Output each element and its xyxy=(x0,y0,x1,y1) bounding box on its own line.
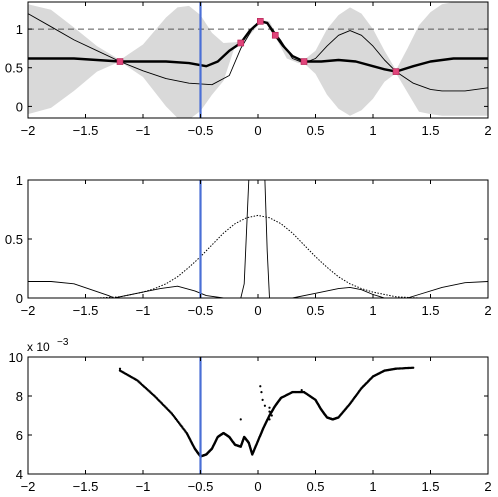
x-tick-label: −1 xyxy=(136,479,151,494)
observation-marker xyxy=(271,31,279,39)
observation-marker xyxy=(237,39,245,47)
y-tick-label: 10 xyxy=(9,350,23,365)
y-tick-label: 1 xyxy=(16,22,23,37)
x-tick-label: 1 xyxy=(369,303,376,318)
panel-top: −2 −1.5 −1 −0.5 0 0.5 1 1.5 2 0 0.5 1 xyxy=(5,1,492,138)
x-tick-label: −0.5 xyxy=(188,123,214,138)
x-tick-label: −0.5 xyxy=(188,303,214,318)
outlier-point xyxy=(261,398,264,401)
sparse-point xyxy=(300,389,303,392)
y-tick-label: 6 xyxy=(16,428,23,443)
x-tick-label: 2 xyxy=(484,123,491,138)
plot-area xyxy=(118,357,415,474)
observation-marker xyxy=(300,58,308,65)
scale-label: x 10 xyxy=(27,340,50,354)
sparse-point xyxy=(394,367,398,370)
y-tick-label: 0 xyxy=(16,291,23,306)
x-tick-label: −2 xyxy=(21,479,36,494)
x-tick-label: 2 xyxy=(484,303,491,318)
x-tick-label: 0.5 xyxy=(306,303,324,318)
outlier-point xyxy=(239,418,242,421)
x-tick-label: 1.5 xyxy=(421,479,439,494)
x-tick-label: 0 xyxy=(254,479,261,494)
x-tick-label: −1 xyxy=(136,303,151,318)
y-tick-label: 0 xyxy=(16,99,23,114)
y-tick-label: 8 xyxy=(16,389,23,404)
axes-box xyxy=(27,356,489,475)
x-tick-label: 1 xyxy=(369,479,376,494)
x-tick-label: 0.5 xyxy=(306,123,324,138)
plot-area xyxy=(28,180,488,298)
x-tick-label: 0.5 xyxy=(306,479,324,494)
outlier-point xyxy=(260,391,263,394)
observation-marker xyxy=(392,68,400,75)
y-tick-label: 4 xyxy=(16,467,23,482)
x-tick-label: 1 xyxy=(369,123,376,138)
series-line-1 xyxy=(28,180,488,298)
outlier-point xyxy=(268,418,271,421)
x-tick-label: 2 xyxy=(484,479,491,494)
outlier-point xyxy=(268,406,271,409)
outlier-point xyxy=(259,385,262,388)
sparse-point xyxy=(118,367,122,370)
sparse-point xyxy=(412,366,415,369)
y-tick-label: 1 xyxy=(16,173,23,188)
x-tick-label: 0 xyxy=(254,303,261,318)
series-line-0 xyxy=(28,214,488,298)
outlier-point xyxy=(270,414,273,417)
series-line-0 xyxy=(28,20,488,73)
outlier-point xyxy=(268,410,271,413)
outlier-point xyxy=(263,404,266,407)
observation-marker xyxy=(116,58,124,65)
x-tick-label: −1.5 xyxy=(73,303,99,318)
x-tick-label: −1 xyxy=(136,123,151,138)
observation-marker xyxy=(256,18,264,25)
x-tick-label: 1.5 xyxy=(421,303,439,318)
x-tick-label: −1.5 xyxy=(73,479,99,494)
x-tick-label: 0 xyxy=(254,123,261,138)
axes-box xyxy=(27,179,489,299)
scale-exponent: −3 xyxy=(57,337,69,348)
x-tick-label: 1.5 xyxy=(421,123,439,138)
x-tick-label: −1.5 xyxy=(73,123,99,138)
x-tick-label: −0.5 xyxy=(188,479,214,494)
panel-middle: −2 −1.5 −1 −0.5 0 0.5 1 1.5 2 0 0.5 1 xyxy=(5,173,492,318)
y-tick-label: 0.5 xyxy=(5,61,23,76)
x-tick-label: −2 xyxy=(21,303,36,318)
confidence-band xyxy=(28,2,488,118)
x-tick-label: −2 xyxy=(21,123,36,138)
panel-bottom: −2 −1.5 −1 −0.5 0 0.5 1 1.5 2 4 6 8 10 x 10 −3 xyxy=(9,337,492,494)
y-tick-label: 0.5 xyxy=(5,232,23,247)
